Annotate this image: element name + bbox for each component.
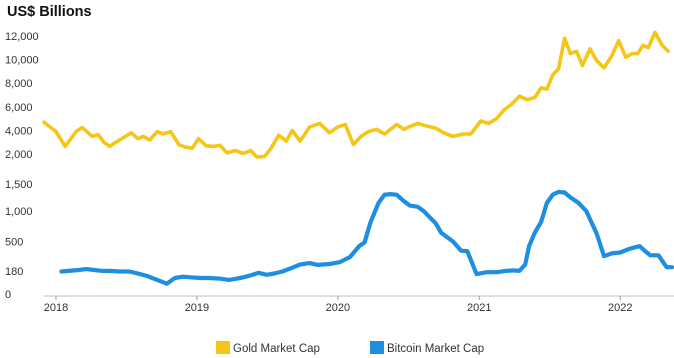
gold-panel <box>42 30 670 159</box>
x-tick-label: 2021 <box>467 302 491 314</box>
x-tick-label: 2018 <box>44 302 68 314</box>
bitcoin-y-tick-label: 1,000 <box>5 206 33 218</box>
legend: Gold Market Cap Bitcoin Market Cap <box>216 341 484 355</box>
gold-y-tick-label: 4,000 <box>5 125 33 137</box>
legend-swatch-gold <box>216 341 230 354</box>
bitcoin-y-tick-label: 180 <box>5 266 23 278</box>
bitcoin-market-cap-line <box>59 189 674 286</box>
chart-title: US$ Billions <box>7 4 92 20</box>
gold-market-cap-line <box>42 30 670 159</box>
legend-item-gold: Gold Market Cap <box>216 341 320 355</box>
bitcoin-y-tick-label: 0 <box>5 289 11 301</box>
x-tick-label: 2022 <box>608 302 632 314</box>
x-tick-label: 2020 <box>326 302 350 314</box>
legend-label-gold: Gold Market Cap <box>233 343 320 355</box>
legend-item-bitcoin: Bitcoin Market Cap <box>370 341 484 355</box>
gold-y-tick-label: 12,000 <box>5 31 39 43</box>
bitcoin-y-axis: 0 180 500 1,000 1,500 <box>5 179 33 301</box>
legend-label-bitcoin: Bitcoin Market Cap <box>387 343 484 355</box>
gold-y-tick-label: 10,000 <box>5 55 39 67</box>
gold-y-tick-label: 6,000 <box>5 102 33 114</box>
x-tick-label: 2019 <box>185 302 209 314</box>
bitcoin-panel <box>59 189 674 286</box>
legend-swatch-bitcoin <box>370 341 384 354</box>
bitcoin-y-tick-label: 500 <box>5 237 23 249</box>
gold-y-tick-label: 2,000 <box>5 149 33 161</box>
x-axis: 2018 2019 2020 2021 2022 <box>44 296 632 314</box>
bitcoin-y-tick-label: 1,500 <box>5 179 33 191</box>
gold-y-axis: 2,000 4,000 6,000 8,000 10,000 12,000 <box>5 31 39 161</box>
gold-y-tick-label: 8,000 <box>5 78 33 90</box>
